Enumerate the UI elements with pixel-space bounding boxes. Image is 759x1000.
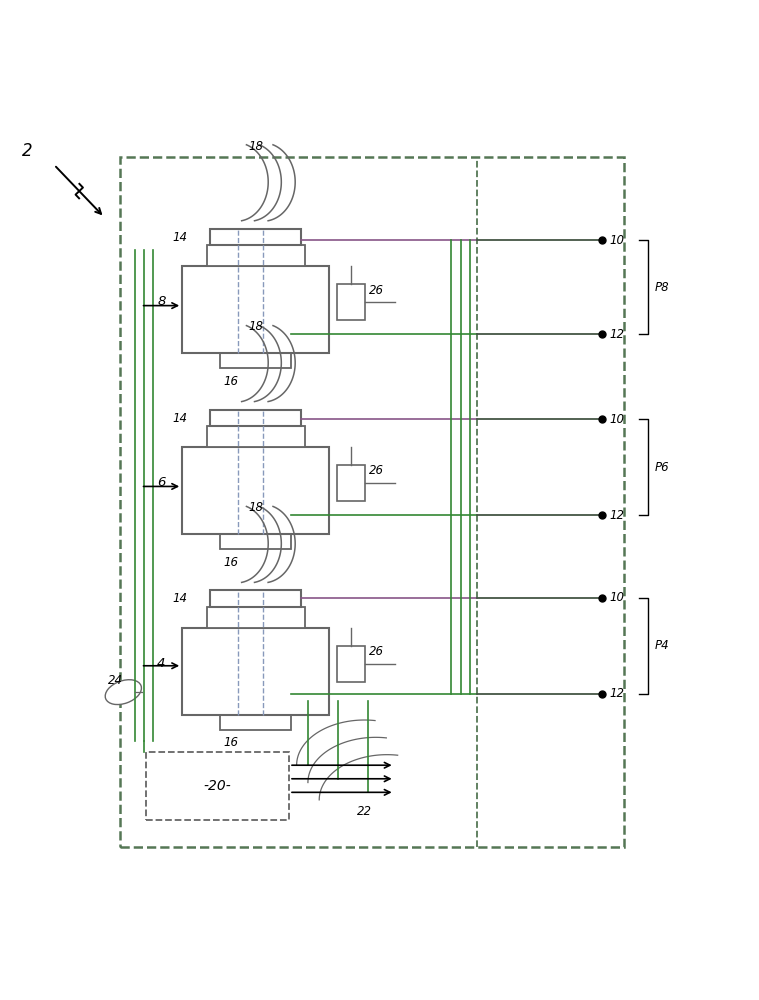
- Text: 4: 4: [157, 657, 165, 670]
- Text: 10: 10: [609, 591, 625, 604]
- Bar: [182, 447, 329, 534]
- Text: 14: 14: [173, 592, 187, 605]
- Text: 16: 16: [224, 736, 238, 749]
- Text: 26: 26: [369, 284, 384, 297]
- Bar: [210, 229, 301, 245]
- Text: 12: 12: [609, 687, 625, 700]
- Bar: [182, 628, 329, 715]
- Text: 18: 18: [248, 320, 263, 333]
- Bar: [182, 266, 329, 353]
- Bar: [220, 353, 291, 368]
- Bar: [206, 426, 304, 447]
- Text: 10: 10: [609, 413, 625, 426]
- Bar: [336, 646, 365, 682]
- Text: P6: P6: [654, 461, 669, 474]
- Text: 8: 8: [157, 295, 165, 308]
- Text: 10: 10: [609, 234, 625, 247]
- Bar: [206, 607, 304, 628]
- Bar: [336, 465, 365, 501]
- Bar: [220, 715, 291, 730]
- Text: 16: 16: [224, 375, 238, 388]
- Bar: [206, 245, 304, 266]
- Text: 2: 2: [21, 142, 32, 160]
- Text: P8: P8: [654, 281, 669, 294]
- Text: 18: 18: [248, 140, 263, 153]
- Text: 12: 12: [609, 509, 625, 522]
- Bar: [336, 284, 365, 320]
- Text: 6: 6: [157, 476, 165, 489]
- Text: 26: 26: [369, 464, 384, 477]
- Bar: [210, 590, 301, 607]
- Text: 14: 14: [173, 412, 187, 425]
- Bar: [220, 534, 291, 549]
- Text: -20-: -20-: [203, 779, 231, 793]
- Bar: [210, 410, 301, 426]
- Text: P4: P4: [654, 639, 669, 652]
- Text: 24: 24: [109, 674, 123, 687]
- Text: 16: 16: [224, 556, 238, 569]
- Bar: [120, 157, 625, 847]
- Text: 26: 26: [369, 645, 384, 658]
- Text: 14: 14: [173, 231, 187, 244]
- Text: 18: 18: [248, 501, 263, 514]
- Text: 22: 22: [357, 805, 372, 818]
- Bar: [146, 752, 289, 820]
- Ellipse shape: [106, 680, 141, 705]
- Text: 12: 12: [609, 328, 625, 341]
